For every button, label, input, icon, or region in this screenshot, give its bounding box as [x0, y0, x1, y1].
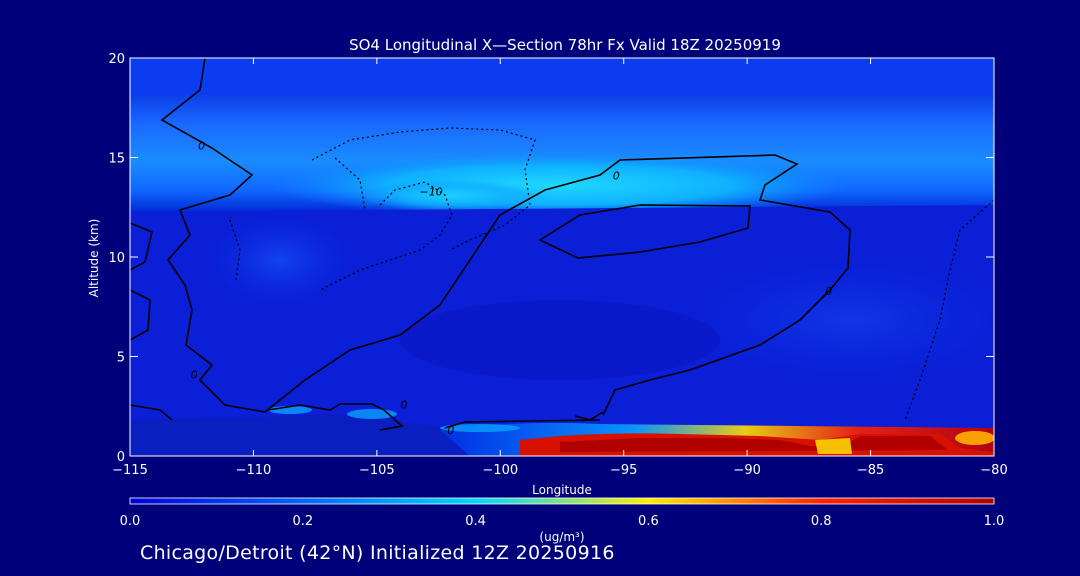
colorbar-tick-label: 1.0 [984, 514, 1005, 529]
contour-lines [130, 58, 851, 431]
y-tick-label: 5 [117, 351, 125, 366]
x-tick-label: −85 [857, 463, 884, 478]
contour-label: 0 [825, 285, 832, 298]
x-tick-label: −80 [980, 463, 1007, 478]
concentration-field: 0 0 −10 0 0 0 0 [130, 58, 994, 456]
y-tick-label: 10 [108, 251, 125, 266]
contour-label: 0 [401, 398, 408, 411]
contour-label: 0 [447, 424, 454, 437]
colorbar-tick-label: 0.2 [292, 514, 313, 529]
x-tick-label: −115 [112, 463, 148, 478]
y-tick-label: 0 [117, 450, 125, 465]
contour-label-layer: 0 0 −10 0 0 0 0 [191, 140, 832, 438]
y-axis-label: Altitude (km) [87, 219, 101, 298]
x-axis-label: Longitude [532, 483, 592, 497]
contour-label: 0 [613, 169, 620, 182]
colorbar-tick-label: 0.0 [120, 514, 141, 529]
negative-contours [229, 127, 994, 421]
colorbar-units: (ug/m³) [539, 530, 584, 544]
x-tick-label: −90 [733, 463, 760, 478]
y-tick-label: 20 [108, 52, 125, 67]
colorbar-frame [129, 497, 995, 505]
x-axis: −115 −110 −105 −100 −95 −90 −85 −80 [112, 58, 1008, 478]
caption: Chicago/Detroit (42°N) Initialized 12Z 2… [140, 542, 615, 564]
y-tick-label: 15 [108, 152, 125, 167]
x-tick-label: −100 [482, 463, 518, 478]
colorbar [130, 498, 994, 504]
y-axis: 0 5 10 15 20 [108, 52, 994, 465]
x-tick-label: −95 [610, 463, 637, 478]
x-tick-label: −105 [359, 463, 395, 478]
colorbar-ticks: 0.0 0.2 0.4 0.6 0.8 1.0 [120, 514, 1005, 529]
x-tick-label: −110 [236, 463, 272, 478]
chart-title: SO4 Longitudinal X—Section 78hr Fx Valid… [349, 36, 781, 54]
contour-label: 0 [198, 140, 205, 153]
colorbar-tick-label: 0.8 [811, 514, 832, 529]
colorbar-tick-label: 0.6 [638, 514, 659, 529]
colorbar-tick-label: 0.4 [465, 514, 486, 529]
contour-label: 0 [191, 368, 198, 381]
contour-label: −10 [420, 185, 443, 198]
